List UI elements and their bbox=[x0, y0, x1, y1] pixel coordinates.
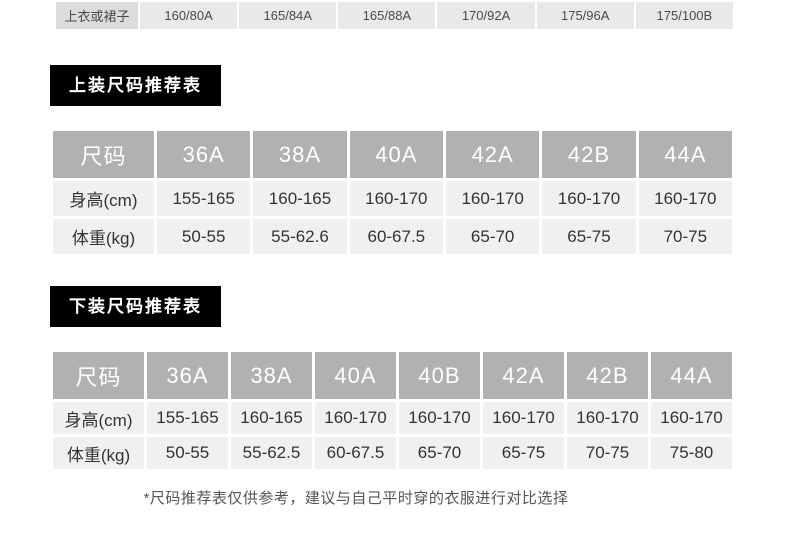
value-cell: 160-170 bbox=[445, 181, 540, 216]
value-cell: 160/80A bbox=[140, 2, 238, 29]
upper-size-table-title: 上装尺码推荐表 bbox=[50, 65, 221, 106]
value-cell: 160-170 bbox=[349, 181, 443, 216]
value-cell: 155-165 bbox=[147, 402, 228, 434]
value-cell: 60-67.5 bbox=[349, 219, 443, 254]
garment-measurement-strip: 上衣或裙子 160/80A 165/84A 165/88A 170/92A 175/96A… bbox=[54, 0, 735, 31]
upper-size-table: 尺码 36A 38A 40A 42A 42B 44A 身高(cm) 155-165 160-165… bbox=[50, 128, 735, 257]
value-cell: 70-75 bbox=[567, 437, 648, 469]
lower-size-table-title: 下装尺码推荐表 bbox=[50, 286, 221, 327]
column-header-cell: 42B bbox=[542, 131, 636, 178]
column-header-cell: 36A bbox=[157, 131, 251, 178]
value-cell: 160-170 bbox=[483, 402, 564, 434]
table-header-row: 尺码 36A 38A 40A 40B 42A 42B 44A bbox=[53, 352, 732, 399]
row-label-cell: 身高(cm) bbox=[53, 402, 144, 434]
column-header-cell: 42A bbox=[483, 352, 564, 399]
value-cell: 160-170 bbox=[542, 181, 636, 216]
value-cell: 65-70 bbox=[445, 219, 540, 254]
value-cell: 65-75 bbox=[542, 219, 636, 254]
column-header-cell: 38A bbox=[231, 352, 312, 399]
value-cell: 165/84A bbox=[239, 2, 337, 29]
table-row: 身高(cm) 155-165 160-165 160-170 160-170 160-17… bbox=[53, 181, 732, 216]
column-header-cell: 36A bbox=[147, 352, 228, 399]
lower-title-row: 下装尺码推荐表 bbox=[50, 286, 790, 327]
value-cell: 155-165 bbox=[157, 181, 251, 216]
value-cell: 165/88A bbox=[338, 2, 436, 29]
value-cell: 65-75 bbox=[483, 437, 564, 469]
value-cell: 175/100B bbox=[635, 2, 733, 29]
size-disclaimer-note: *尺码推荐表仅供参考，建议与自己平时穿的衣服进行对比选择 bbox=[143, 490, 569, 507]
row-label-cell: 体重(kg) bbox=[53, 437, 144, 469]
column-header-cell: 40A bbox=[315, 352, 396, 399]
value-cell: 55-62.5 bbox=[231, 437, 312, 469]
column-header-cell: 尺码 bbox=[53, 131, 154, 178]
table-row: 体重(kg) 50-55 55-62.5 60-67.5 65-70 65-75 70-75… bbox=[53, 437, 732, 469]
column-header-cell: 40A bbox=[349, 131, 443, 178]
column-header-cell: 42B bbox=[567, 352, 648, 399]
column-header-cell: 38A bbox=[253, 131, 347, 178]
row-label-cell: 体重(kg) bbox=[53, 219, 154, 254]
value-cell: 170/92A bbox=[437, 2, 535, 29]
value-cell: 55-62.6 bbox=[253, 219, 347, 254]
table-row: 身高(cm) 155-165 160-165 160-170 160-170 160-17… bbox=[53, 402, 732, 434]
row-label-cell: 上衣或裙子 bbox=[56, 2, 138, 29]
value-cell: 160-170 bbox=[399, 402, 480, 434]
value-cell: 160-170 bbox=[638, 181, 732, 216]
column-header-cell: 40B bbox=[399, 352, 480, 399]
column-header-cell: 尺码 bbox=[53, 352, 144, 399]
value-cell: 70-75 bbox=[638, 219, 732, 254]
value-cell: 175/96A bbox=[536, 2, 634, 29]
table-header-row: 尺码 36A 38A 40A 42A 42B 44A bbox=[53, 131, 732, 178]
value-cell: 160-170 bbox=[315, 402, 396, 434]
value-cell: 160-165 bbox=[231, 402, 312, 434]
value-cell: 75-80 bbox=[651, 437, 732, 469]
column-header-cell: 44A bbox=[638, 131, 732, 178]
value-cell: 160-165 bbox=[253, 181, 347, 216]
value-cell: 160-170 bbox=[651, 402, 732, 434]
upper-title-row: 上装尺码推荐表 bbox=[50, 65, 790, 106]
value-cell: 65-70 bbox=[399, 437, 480, 469]
value-cell: 60-67.5 bbox=[315, 437, 396, 469]
column-header-cell: 42A bbox=[445, 131, 540, 178]
table-row: 上衣或裙子 160/80A 165/84A 165/88A 170/92A 175/96A… bbox=[56, 2, 733, 29]
value-cell: 50-55 bbox=[157, 219, 251, 254]
value-cell: 160-170 bbox=[567, 402, 648, 434]
value-cell: 50-55 bbox=[147, 437, 228, 469]
column-header-cell: 44A bbox=[651, 352, 732, 399]
lower-size-table: 尺码 36A 38A 40A 40B 42A 42B 44A 身高(cm) 155-165 160-… bbox=[50, 349, 735, 472]
row-label-cell: 身高(cm) bbox=[53, 181, 154, 216]
table-row: 体重(kg) 50-55 55-62.6 60-67.5 65-70 65-75 70-75 bbox=[53, 219, 732, 254]
